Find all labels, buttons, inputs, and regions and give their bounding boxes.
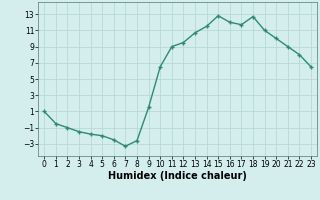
X-axis label: Humidex (Indice chaleur): Humidex (Indice chaleur)	[108, 171, 247, 181]
